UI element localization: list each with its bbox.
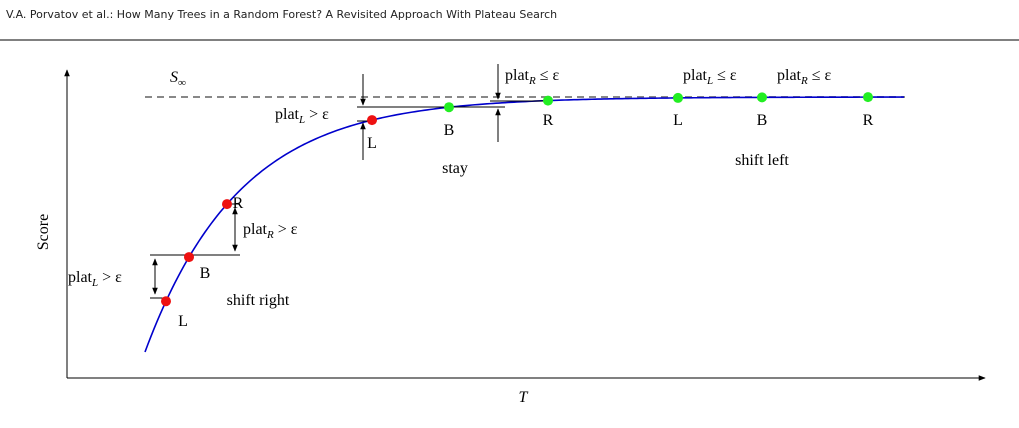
annotation: platL ≤ ε — [683, 67, 737, 87]
point — [863, 92, 873, 103]
asymptote-base: S — [170, 69, 178, 86]
action-label: shift left — [735, 152, 789, 169]
annotation-base: plat — [683, 67, 708, 84]
point-label: L — [178, 313, 188, 330]
annotation-rest: > ε — [305, 106, 329, 123]
annotation: platL > ε — [68, 269, 122, 289]
annotation-base: plat — [243, 221, 268, 238]
point — [184, 252, 194, 263]
annotation: platR ≤ ε — [505, 67, 560, 87]
annotation-sub: L — [91, 277, 98, 289]
guides — [150, 64, 548, 299]
point — [757, 92, 767, 103]
points: L B R L B R L B R — [161, 92, 874, 330]
asymptote-label: S∞ — [170, 69, 186, 89]
point — [543, 95, 553, 106]
annotation: platR > ε — [243, 221, 298, 241]
annotation: platR ≤ ε — [777, 67, 832, 87]
point — [367, 115, 377, 126]
point — [222, 199, 232, 210]
point-label: R — [233, 195, 244, 212]
point-label: B — [444, 122, 455, 139]
score-curve — [144, 96, 905, 353]
annotation-base: plat — [275, 106, 300, 123]
y-axis-label: Score — [35, 214, 52, 250]
point-label: B — [757, 112, 768, 129]
action-label: stay — [442, 160, 468, 177]
point-label: R — [863, 112, 874, 129]
point-label: R — [543, 112, 554, 129]
annotation-base: plat — [777, 67, 802, 84]
action-label: shift right — [227, 292, 290, 309]
point — [444, 102, 454, 113]
annotation-base: plat — [505, 67, 530, 84]
annotation-sub: L — [706, 75, 713, 87]
point — [673, 92, 683, 103]
asymptote-sub: ∞ — [178, 77, 186, 89]
point-label: L — [367, 135, 377, 152]
annotation-rest: ≤ ε — [808, 67, 832, 84]
annotation-base: plat — [68, 269, 93, 286]
point — [161, 296, 171, 307]
x-axis-label: T — [519, 389, 529, 406]
annotation-rest: ≤ ε — [536, 67, 560, 84]
annotation-rest: > ε — [274, 221, 298, 238]
actions: shift right stay shift left — [227, 152, 790, 309]
point-label: L — [673, 112, 683, 129]
header-title: V.A. Porvatov et al.: How Many Trees in … — [6, 8, 557, 21]
annotation-rest: ≤ ε — [713, 67, 737, 84]
annotation: platL > ε — [275, 106, 329, 126]
annotation-sub: R — [528, 75, 536, 87]
annotation-sub: R — [266, 229, 274, 241]
annotation-sub: L — [298, 114, 305, 126]
annotation-sub: R — [800, 75, 808, 87]
annotation-rest: > ε — [98, 269, 122, 286]
point-label: B — [200, 265, 211, 282]
